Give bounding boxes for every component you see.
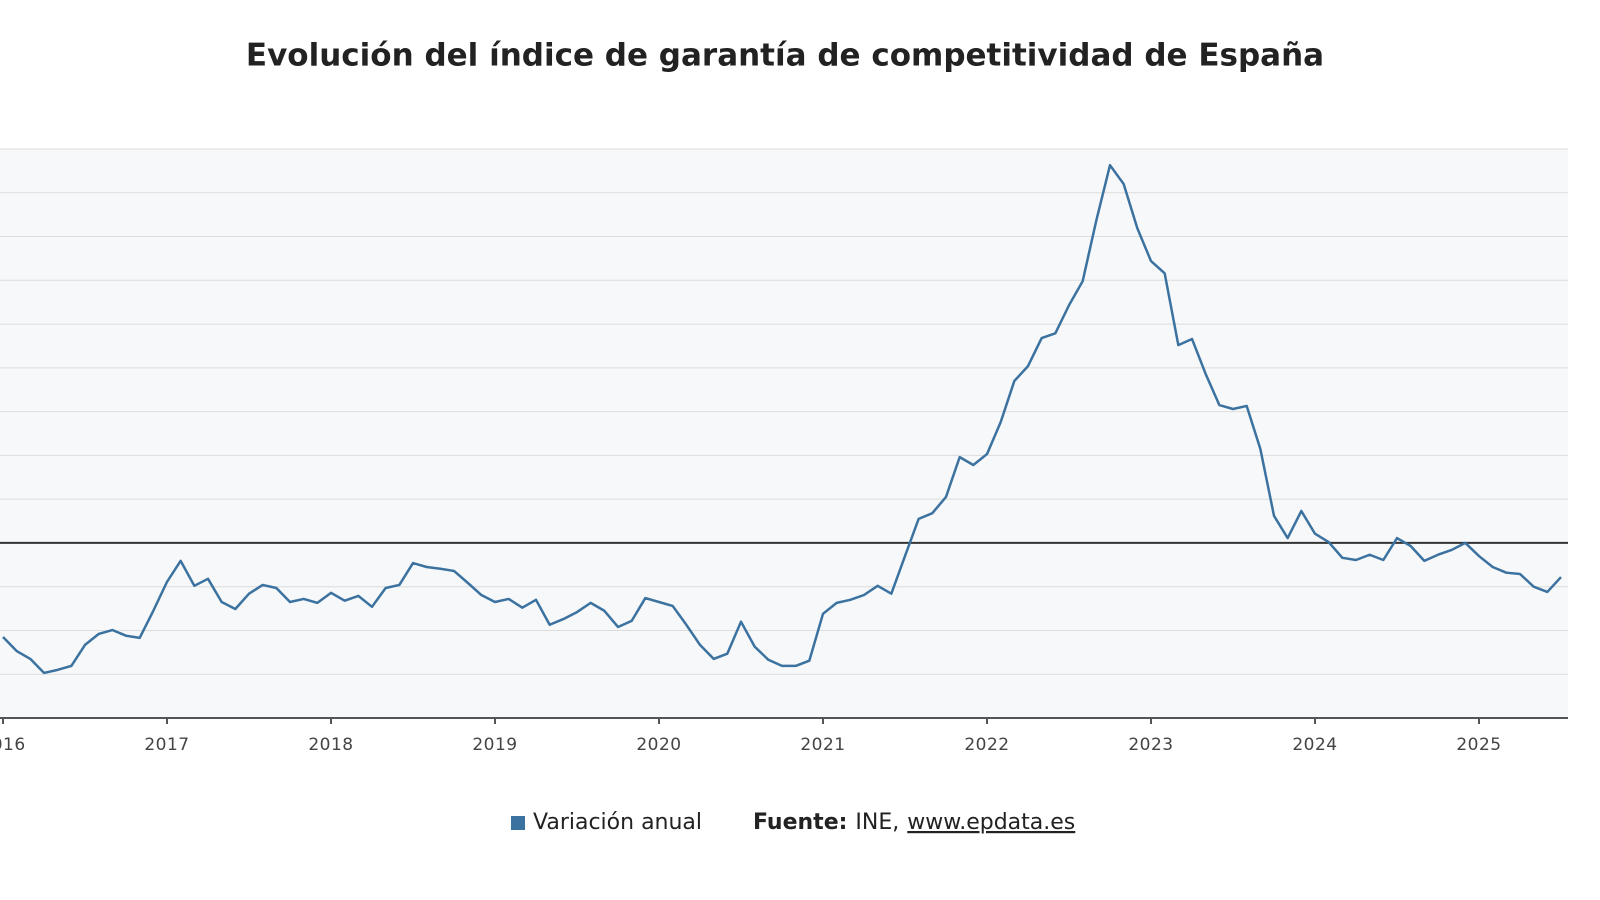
plot-background bbox=[0, 149, 1568, 718]
source-label: Fuente: bbox=[753, 810, 847, 835]
x-tick-label: 2018 bbox=[308, 735, 353, 755]
legend-swatch bbox=[511, 816, 525, 830]
x-tick-label: 2023 bbox=[1128, 735, 1173, 755]
data-line bbox=[2, 163, 1562, 675]
x-tick-label: 2022 bbox=[964, 735, 1009, 755]
x-tick-label: 2020 bbox=[636, 735, 681, 755]
x-tick-label: 2017 bbox=[144, 735, 189, 755]
chart-title: Evolución del índice de garantía de comp… bbox=[246, 38, 1324, 74]
source-link[interactable]: www.epdata.es bbox=[907, 810, 1075, 835]
legend-label: Variación anual bbox=[533, 810, 702, 835]
x-tick-label: 2019 bbox=[472, 735, 517, 755]
legend: Variación anual Fuente: INE, www.epdata.es bbox=[511, 810, 1075, 835]
source-line: Fuente: INE, www.epdata.es bbox=[753, 810, 1075, 835]
plot-area bbox=[0, 148, 1568, 719]
x-tick-label: 2021 bbox=[800, 735, 845, 755]
source-text: INE, bbox=[855, 810, 899, 835]
x-tick-label: 2024 bbox=[1292, 735, 1337, 755]
x-tick-label: 2025 bbox=[1456, 735, 1501, 755]
x-tick-label: 2016 bbox=[0, 735, 26, 755]
